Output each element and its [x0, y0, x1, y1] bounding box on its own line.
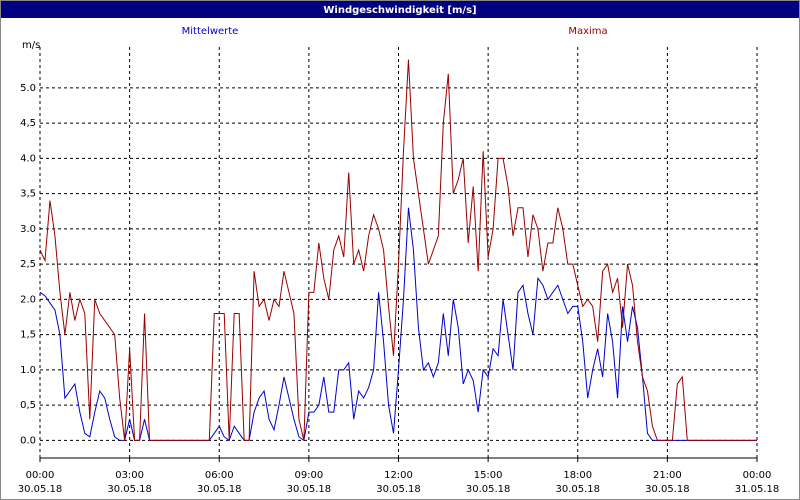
x-tick-label: 15:00: [474, 470, 503, 481]
y-tick-label: 5.0: [20, 83, 36, 94]
x-tick-label: 06:00: [205, 470, 234, 481]
data-line: [39, 59, 757, 441]
y-tick-label: 1,5: [20, 330, 36, 341]
y-tick-label: 3,5: [20, 189, 36, 200]
x-tick-label: 21:00: [653, 470, 682, 481]
y-tick-label: 3.0: [20, 224, 36, 235]
y-tick-label: 1.0: [20, 365, 36, 376]
x-tick-label: 00:00: [26, 470, 55, 481]
y-axis-label: m/s: [22, 40, 40, 51]
legend-label: Mittelwerte: [182, 26, 239, 37]
x-tick-date: 30.05.18: [555, 484, 600, 495]
x-tick-label: 09:00: [294, 470, 323, 481]
x-tick-label: 18:00: [563, 470, 592, 481]
x-tick-label: 12:00: [384, 470, 413, 481]
x-tick-date: 30.05.18: [18, 484, 63, 495]
x-tick-date: 30.05.18: [107, 484, 152, 495]
x-tick-date: 30.05.18: [376, 484, 421, 495]
y-tick-label: 0,5: [20, 400, 36, 411]
title-bar: [1, 1, 799, 18]
x-tick-date: 30.05.18: [197, 484, 242, 495]
y-tick-label: 2,5: [20, 259, 36, 270]
y-tick-label: 0.0: [20, 435, 36, 446]
y-tick-label: 4,5: [20, 118, 36, 129]
x-tick-label: 03:00: [115, 470, 144, 481]
y-tick-label: 2.0: [20, 294, 36, 305]
x-tick-label: 00:00: [743, 470, 772, 481]
x-tick-date: 31.05.18: [735, 484, 780, 495]
x-tick-date: 30.05.18: [287, 484, 332, 495]
y-tick-label: 4.0: [20, 153, 36, 164]
x-tick-date: 30.05.18: [645, 484, 690, 495]
x-tick-date: 30.05.18: [466, 484, 511, 495]
chart-title: Windgeschwindigkeit [m/s]: [323, 5, 476, 16]
legend-label: Maxima: [568, 26, 607, 37]
